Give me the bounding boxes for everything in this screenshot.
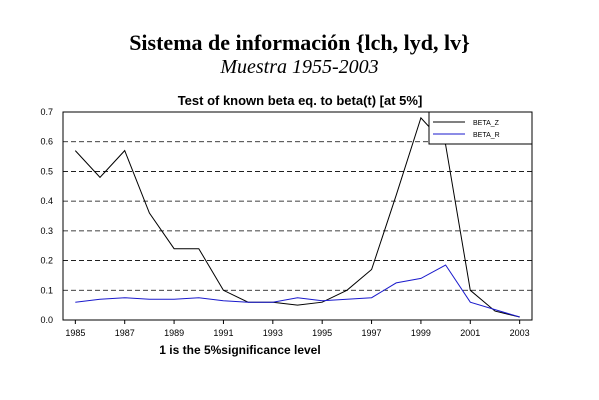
x-tick-label: 1991 xyxy=(213,328,233,338)
chart-title: Test of known beta eq. to beta(t) [at 5%… xyxy=(178,93,423,108)
grid-layer xyxy=(63,141,532,291)
x-tick-label: 2003 xyxy=(510,328,530,338)
axis-layer: 0.0 0.1 0.2 0.3 0.4 0.5 0.6 0.7 1985 1987 1989 1991… xyxy=(40,107,533,338)
series-layer xyxy=(74,116,520,318)
x-tick-label: 1999 xyxy=(411,328,431,338)
x-tick-label: 2001 xyxy=(460,328,480,338)
x-tick-label: 1993 xyxy=(263,328,283,338)
x-tick-label: 1987 xyxy=(115,328,135,338)
x-tick-label: 1995 xyxy=(312,328,332,338)
y-tick-label: 0.0 xyxy=(40,315,53,325)
series-line-beta-r xyxy=(75,264,520,318)
y-tick-label: 0.3 xyxy=(40,226,53,236)
x-axis-label: 1 is the 5%significance level xyxy=(159,343,320,357)
legend-entry-label: BETA_Z xyxy=(473,120,500,127)
y-tick-label: 0.1 xyxy=(40,285,53,295)
y-tick-label: 0.4 xyxy=(40,196,53,206)
x-tick-label: 1989 xyxy=(164,328,184,338)
y-tick-label: 0.7 xyxy=(40,107,53,117)
y-tick-label: 0.6 xyxy=(40,137,53,147)
page-subtitle: Muestra 1955-2003 xyxy=(220,56,379,78)
series-line-beta-z xyxy=(74,116,520,318)
x-tick-label: 1997 xyxy=(362,328,382,338)
legend: BETA_Z BETA_R xyxy=(428,111,533,145)
legend-box xyxy=(428,111,533,145)
plot-frame xyxy=(62,111,533,321)
page-title: Sistema de información {lch, lyd, lv} xyxy=(129,30,470,55)
x-tick-label: 1985 xyxy=(65,328,85,338)
y-tick-label: 0.5 xyxy=(40,166,53,176)
y-tick-label: 0.2 xyxy=(40,256,53,266)
legend-entry-label: BETA_R xyxy=(473,132,500,139)
